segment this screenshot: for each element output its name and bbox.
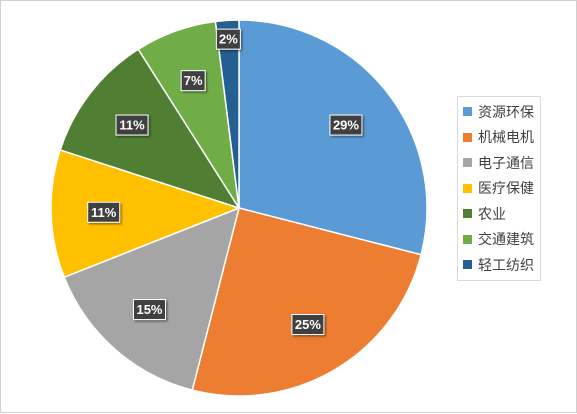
legend-item: 机械电机 — [463, 125, 534, 151]
pie-slice — [214, 19, 240, 209]
data-label: 15% — [132, 299, 166, 321]
data-label: 2% — [215, 28, 241, 50]
data-label-box — [115, 114, 149, 136]
data-label: 29% — [329, 114, 363, 136]
legend-item: 医疗保健 — [463, 176, 534, 202]
legend: 资源环保 机械电机 电子通信 医疗保健 农业 交通建筑 轻工纺织 — [457, 96, 541, 281]
legend-label: 轻工纺织 — [478, 257, 534, 274]
legend-swatch — [463, 234, 472, 244]
data-label-text: 15% — [136, 302, 162, 317]
legend-swatch — [463, 260, 472, 270]
data-label-text: 29% — [333, 118, 359, 133]
data-label-box — [87, 201, 121, 223]
legend-swatch — [463, 132, 472, 142]
pie-slice — [50, 148, 242, 279]
data-label-box — [215, 28, 241, 50]
legend-swatch — [463, 183, 472, 193]
legend-label: 医疗保健 — [478, 181, 534, 198]
legend-item: 电子通信 — [463, 150, 534, 176]
legend-label: 资源环保 — [478, 104, 534, 121]
legend-swatch — [463, 107, 472, 117]
legend-label: 农业 — [478, 206, 506, 223]
data-label-box — [132, 299, 166, 321]
data-label-text: 25% — [295, 317, 321, 332]
data-label: 11% — [87, 201, 121, 223]
data-label-text: 11% — [119, 118, 145, 133]
data-label-text: 11% — [91, 205, 117, 220]
data-label-box — [180, 70, 206, 92]
data-label: 7% — [180, 70, 206, 92]
pie-slice — [238, 19, 428, 256]
data-label-text: 2% — [219, 32, 238, 47]
legend-swatch — [463, 158, 472, 168]
data-label-box — [329, 114, 363, 136]
pie-slice — [59, 48, 241, 210]
legend-item: 农业 — [463, 201, 534, 227]
pie-slice — [191, 207, 423, 397]
legend-label: 电子通信 — [478, 155, 534, 172]
legend-label: 交通建筑 — [478, 232, 534, 249]
data-label: 25% — [291, 314, 325, 336]
legend-swatch — [463, 209, 472, 219]
legend-item: 轻工纺织 — [463, 252, 534, 278]
legend-item: 资源环保 — [463, 99, 534, 125]
data-label: 11% — [115, 114, 149, 136]
data-label-text: 7% — [184, 73, 203, 88]
legend-item: 交通建筑 — [463, 227, 534, 253]
legend-label: 机械电机 — [478, 130, 534, 147]
data-label-box — [291, 314, 325, 336]
